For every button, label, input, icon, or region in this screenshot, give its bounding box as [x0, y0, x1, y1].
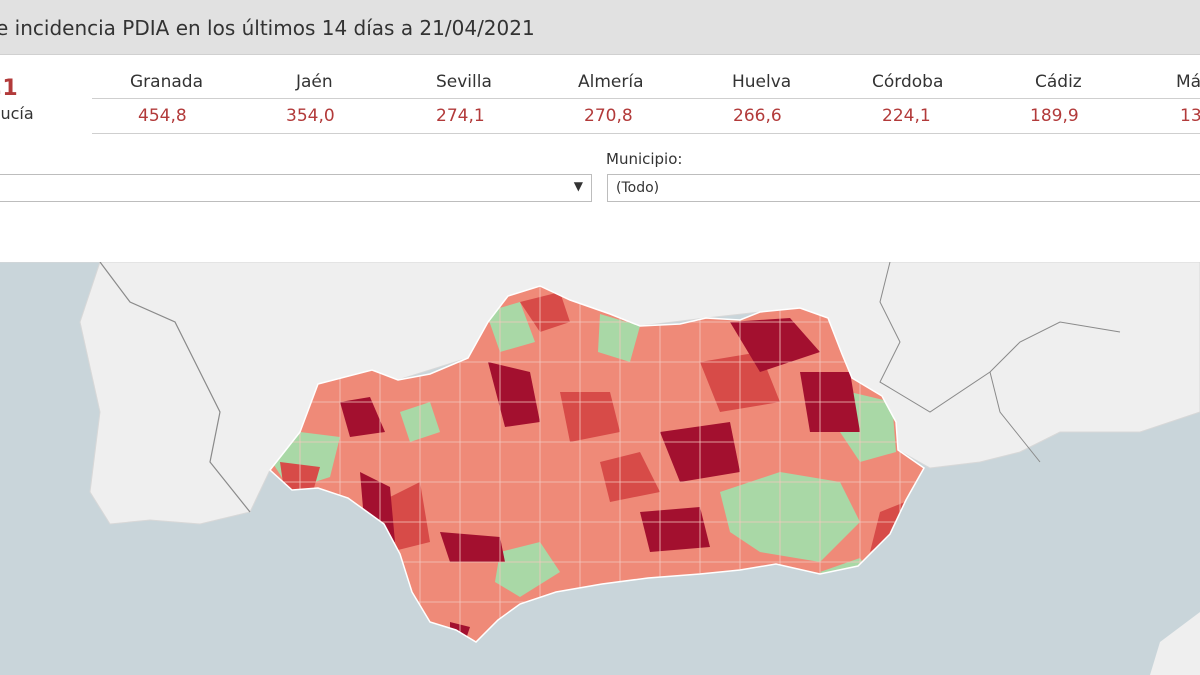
- province-name-cordoba: Córdoba: [872, 72, 944, 92]
- portugal-border: [99, 262, 251, 513]
- province-value-jaen: 354,0: [286, 106, 335, 126]
- municipio-label: Municipio:: [606, 150, 683, 168]
- africa-land: [1150, 612, 1200, 675]
- map-canvas: [0, 262, 1200, 675]
- province-name-sevilla: Sevilla: [436, 72, 492, 92]
- province-value-granada: 454,8: [138, 106, 187, 126]
- province-value-almeria: 270,8: [584, 106, 633, 126]
- region-border: [879, 262, 1121, 413]
- province-name-cadiz: Cádiz: [1035, 72, 1082, 92]
- province-select[interactable]: ▼: [0, 174, 592, 202]
- municipio-select[interactable]: (Todo): [607, 174, 1200, 202]
- region-label: lucía: [0, 104, 34, 123]
- province-name-malaga: Má: [1176, 72, 1200, 92]
- province-name-jaen: Jaén: [296, 72, 333, 92]
- province-value-cordoba: 224,1: [882, 106, 931, 126]
- province-value-sevilla: 274,1: [436, 106, 485, 126]
- province-name-huelva: Huelva: [732, 72, 792, 92]
- province-value-huelva: 266,6: [733, 106, 782, 126]
- municipality-boundaries: [270, 286, 924, 642]
- dashboard-title: e incidencia PDIA en los últimos 14 días…: [0, 16, 535, 40]
- andalucia-outline: [268, 285, 925, 643]
- incidence-map[interactable]: [0, 262, 1200, 675]
- region-border-2: [989, 371, 1041, 463]
- table-divider-top: [92, 98, 1200, 99]
- chevron-down-icon[interactable]: ▼: [573, 179, 583, 193]
- municipio-select-value: (Todo): [616, 180, 660, 196]
- total-incidence-value: ,1: [0, 76, 18, 101]
- table-divider-bottom: [92, 133, 1200, 134]
- province-name-granada: Granada: [130, 72, 203, 92]
- dashboard-title-bar: e incidencia PDIA en los últimos 14 días…: [0, 0, 1200, 55]
- province-value-malaga: 13: [1180, 106, 1200, 126]
- province-value-cadiz: 189,9: [1030, 106, 1079, 126]
- province-name-almeria: Almería: [578, 72, 644, 92]
